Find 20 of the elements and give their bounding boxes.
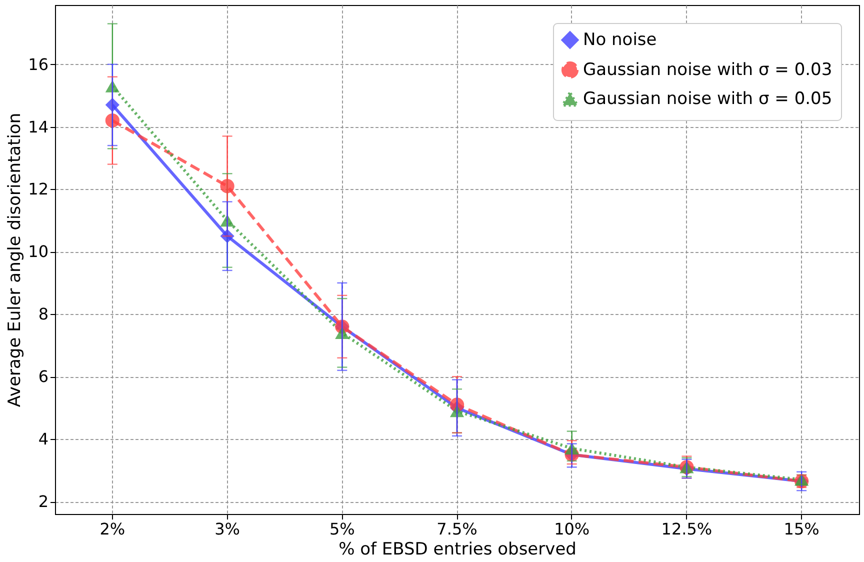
- x-tick-label: 3%: [214, 520, 240, 538]
- y-tick-label: 2: [38, 492, 48, 512]
- y-tick-label: 8: [38, 304, 48, 324]
- y-tick-label: 10: [28, 242, 48, 262]
- y-axis-title: Average Euler angle disorientation: [5, 112, 26, 408]
- x-tick-label: 12.5%: [661, 520, 712, 538]
- y-tick-label: 6: [38, 367, 48, 386]
- y-tick-label: 12: [28, 180, 48, 199]
- x-tick-label: 7.5%: [436, 520, 478, 538]
- x-tick-label: 5%: [329, 520, 355, 538]
- legend-label: Gaussian noise with σ = 0.05: [583, 89, 832, 109]
- y-tick-label: 14: [28, 117, 48, 136]
- x-tick-label: 2%: [100, 520, 126, 538]
- legend-label: Gaussian noise with σ = 0.03: [583, 60, 832, 80]
- x-tick-label: 10%: [554, 520, 590, 538]
- legend-label: No noise: [583, 30, 657, 50]
- y-tick-label: 16: [28, 54, 48, 74]
- x-axis-title: % of EBSD entries observed: [338, 540, 576, 560]
- y-tick-label: 4: [38, 430, 48, 449]
- x-tick-label: 15%: [784, 520, 820, 538]
